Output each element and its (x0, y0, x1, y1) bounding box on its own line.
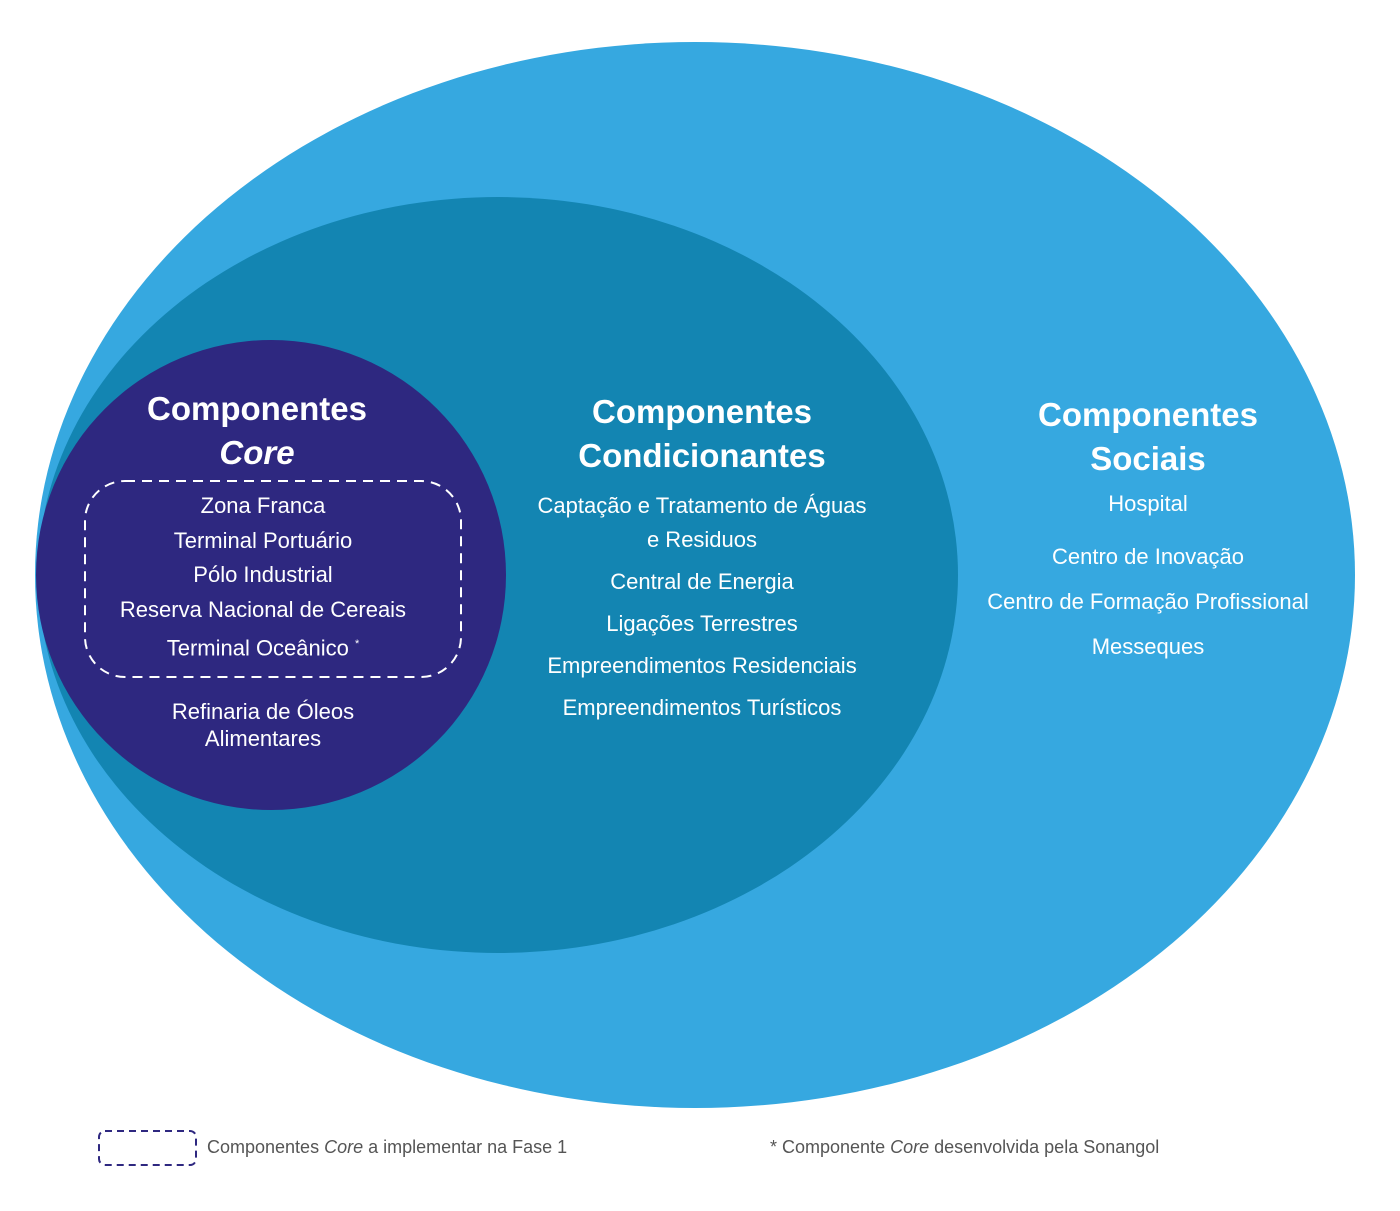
sociais-list: Hospital Centro de Inovação Centro de Fo… (948, 489, 1348, 669)
list-item: Ligações Terrestres (606, 611, 798, 636)
condicionantes-title: Componentes Condicionantes (502, 390, 902, 478)
legend-text-italic: Core (890, 1137, 930, 1157)
phase1-dashed-box (84, 480, 462, 678)
list-item: Captação e Tratamento de Águas (537, 493, 867, 518)
list-item: Alimentares (204, 726, 322, 751)
core-title-line1: Componentes (146, 390, 367, 427)
condicionantes-title-line1: Componentes (591, 393, 812, 430)
legend-text: * Componente (770, 1137, 891, 1157)
inner-circle-core (36, 340, 506, 810)
list-item: Centro de Formação Profissional (987, 589, 1309, 614)
list-item-text: Terminal Oceânico (166, 635, 349, 661)
list-item: Empreendimentos Turísticos (562, 695, 842, 720)
core-title: Componentes Core (97, 387, 417, 475)
sociais-title: Componentes Sociais (948, 393, 1348, 481)
legend-phase1: Componentes Core a implementar na Fase 1 (207, 1137, 567, 1158)
list-item: Hospital (1108, 491, 1188, 516)
asterisk: * (355, 638, 360, 650)
list-item: Refinaria de Óleos (171, 699, 355, 724)
list-item: Messeques (1091, 634, 1205, 659)
list-item: Terminal Oceânico * (85, 627, 441, 666)
list-item: Pólo Industrial (193, 562, 333, 587)
legend-sonangol: * Componente Core desenvolvida pela Sona… (770, 1137, 1159, 1158)
list-item: e Residuos (646, 527, 758, 552)
list-item: Reserva Nacional de Cereais (119, 596, 407, 622)
sociais-title-line2: Sociais (1090, 440, 1206, 477)
core-title-line2: Core (219, 434, 295, 471)
legend-dashed-box (98, 1130, 197, 1166)
legend-text: a implementar na Fase 1 (363, 1137, 568, 1157)
sociais-title-line1: Componentes (1037, 396, 1258, 433)
list-item: Empreendimentos Residenciais (547, 653, 857, 678)
list-item: Terminal Portuário (173, 527, 353, 553)
condicionantes-list: Captação e Tratamento de Águas e Residuo… (502, 489, 902, 725)
list-item: Central de Energia (610, 569, 794, 594)
legend-text: Componentes (207, 1137, 325, 1157)
condicionantes-title-line2: Condicionantes (578, 437, 826, 474)
legend-text: desenvolvida pela Sonangol (929, 1137, 1160, 1157)
core-phase1-list: Zona Franca Terminal Portuário Pólo Indu… (85, 489, 441, 666)
list-item: Zona Franca (200, 493, 326, 518)
core-other-list: Refinaria de Óleos Alimentares (85, 698, 441, 752)
list-item: Centro de Inovação (1051, 544, 1245, 569)
legend-text-italic: Core (324, 1137, 364, 1157)
